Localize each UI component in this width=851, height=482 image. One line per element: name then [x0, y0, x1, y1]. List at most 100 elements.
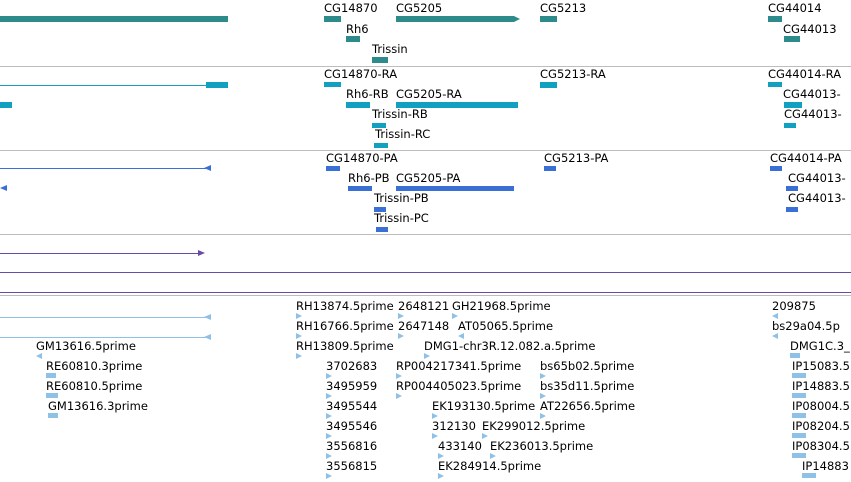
transcript-trissin-rc-bar[interactable]	[374, 143, 388, 148]
est-label[interactable]: IP08304.5	[792, 439, 850, 453]
protein-cg44014-pa-bar[interactable]	[770, 166, 782, 171]
est-mark[interactable]	[398, 313, 404, 319]
est-label[interactable]: RE60810.3prime	[46, 359, 143, 373]
transcript-exon-bar[interactable]	[206, 82, 228, 88]
transcript-label[interactable]: CG5213-RA	[540, 67, 606, 81]
est-label[interactable]: 3495546	[326, 419, 378, 433]
est-mark[interactable]	[296, 353, 302, 359]
est-label[interactable]: bs65b02.5prime	[540, 359, 635, 373]
est-label[interactable]: AT22656.5prime	[540, 399, 636, 413]
gene-cg14870-bar[interactable]	[324, 16, 341, 22]
est-mark[interactable]	[396, 373, 402, 379]
est-label[interactable]: EK284914.5prime	[438, 459, 542, 473]
transcript-label[interactable]: CG14870-RA	[324, 67, 398, 81]
transcript-label[interactable]: Trissin-RC	[375, 127, 431, 141]
protein-label[interactable]: Trissin-PC	[374, 211, 429, 225]
protein-cg5205-pa-bar[interactable]	[396, 186, 514, 191]
est-label[interactable]: RH16766.5prime	[296, 319, 394, 333]
transcript-cg44014-ra-bar[interactable]	[768, 82, 782, 87]
gene-label[interactable]: CG5213	[540, 1, 587, 15]
gene-label[interactable]: CG14870	[324, 1, 378, 15]
est-mark[interactable]	[326, 373, 332, 379]
gene-cg5205-bar[interactable]	[396, 16, 514, 22]
est-label[interactable]: 3495959	[326, 379, 378, 393]
transcript-label[interactable]: Rh6-RB	[346, 87, 389, 101]
est-mark[interactable]	[802, 473, 816, 478]
transcript-cg14870-ra-bar[interactable]	[324, 82, 341, 87]
est-mark[interactable]	[792, 433, 806, 438]
gene-cg44013-bar[interactable]	[784, 36, 800, 42]
est-mark[interactable]	[326, 413, 332, 419]
est-label[interactable]: IP14883	[802, 459, 849, 473]
est-mark[interactable]	[296, 333, 302, 339]
est-mark[interactable]	[540, 393, 546, 399]
transcript-exon-bar[interactable]	[0, 102, 12, 108]
protein-label[interactable]: Trissin-PB	[374, 191, 429, 205]
est-label[interactable]: IP08004.5	[792, 399, 850, 413]
transcript-cg5213-ra-bar[interactable]	[540, 82, 557, 88]
est-label[interactable]: DMG1C.3_	[790, 339, 850, 353]
est-mark[interactable]	[296, 313, 302, 319]
protein-cg44013-bar[interactable]	[786, 207, 798, 212]
est-mark[interactable]	[772, 313, 778, 319]
est-mark[interactable]	[792, 413, 806, 418]
est-mark[interactable]	[326, 393, 332, 399]
gene-cg44014-bar[interactable]	[768, 16, 782, 22]
est-mark[interactable]	[424, 353, 430, 359]
transcript-cg44013-bar[interactable]	[784, 102, 802, 108]
protein-trissin-pb-bar[interactable]	[374, 207, 386, 212]
est-label[interactable]: RE60810.5prime	[46, 379, 143, 393]
transcript-cg5205-ra-bar[interactable]	[396, 102, 518, 108]
est-label[interactable]: 3556815	[326, 459, 378, 473]
est-mark[interactable]	[326, 433, 332, 439]
est-label[interactable]: bs29a04.5p	[772, 319, 840, 333]
est-label[interactable]: AT05065.5prime	[458, 319, 554, 333]
est-mark[interactable]	[790, 353, 800, 358]
est-label[interactable]: EK236013.5prime	[490, 439, 594, 453]
est-mark[interactable]	[398, 333, 404, 339]
transcript-label[interactable]: CG44013-	[784, 107, 842, 121]
est-mark[interactable]	[540, 413, 546, 419]
est-mark[interactable]	[772, 333, 778, 339]
est-label[interactable]: RH13809.5prime	[296, 339, 394, 353]
est-label[interactable]: RH13874.5prime	[296, 299, 394, 313]
gene-feature-bar[interactable]	[0, 16, 228, 22]
est-mark[interactable]	[458, 333, 464, 339]
est-label[interactable]: GM13616.5prime	[36, 339, 136, 353]
est-mark[interactable]	[46, 393, 58, 398]
gene-trissin-bar[interactable]	[372, 57, 388, 63]
protein-label[interactable]: CG5213-PA	[544, 151, 609, 165]
gene-cg5213-bar[interactable]	[540, 16, 557, 22]
transcript-label[interactable]: CG44014-RA	[768, 67, 842, 81]
est-label[interactable]: IP15083.5	[792, 359, 850, 373]
protein-label[interactable]: CG44014-PA	[770, 151, 842, 165]
gene-label[interactable]: Rh6	[346, 22, 369, 36]
est-label[interactable]: EK299012.5prime	[482, 419, 586, 433]
est-mark[interactable]	[396, 393, 402, 399]
est-label[interactable]: 2648121	[398, 299, 450, 313]
transcript-rh6-rb-bar[interactable]	[346, 102, 370, 108]
est-mark[interactable]	[36, 353, 42, 359]
est-label[interactable]: 433140	[438, 439, 482, 453]
est-label[interactable]: 3495544	[326, 399, 378, 413]
transcript-trissin-rb-bar[interactable]	[372, 123, 386, 128]
protein-label[interactable]: CG44013-	[788, 191, 846, 205]
gene-label[interactable]: CG44013	[783, 22, 837, 36]
est-mark[interactable]	[540, 373, 546, 379]
est-mark[interactable]	[326, 453, 332, 459]
est-mark[interactable]	[438, 473, 444, 479]
transcript-cg44013-bar[interactable]	[784, 123, 796, 128]
transcript-label[interactable]: Trissin-RB	[372, 107, 428, 121]
est-label[interactable]: IP14883.5	[792, 379, 850, 393]
est-label[interactable]: 2647148	[398, 319, 450, 333]
protein-label[interactable]: CG44013-	[788, 171, 846, 185]
est-mark[interactable]	[452, 313, 458, 319]
est-mark[interactable]	[438, 453, 444, 459]
est-mark[interactable]	[432, 433, 438, 439]
est-label[interactable]: 209875	[772, 299, 816, 313]
gene-label[interactable]: CG5205	[396, 1, 443, 15]
protein-rh6-pb-bar[interactable]	[348, 186, 372, 191]
transcript-label[interactable]: CG5205-RA	[396, 87, 462, 101]
protein-cg14870-pa-bar[interactable]	[326, 166, 340, 171]
transcript-label[interactable]: CG44013-	[783, 87, 841, 101]
